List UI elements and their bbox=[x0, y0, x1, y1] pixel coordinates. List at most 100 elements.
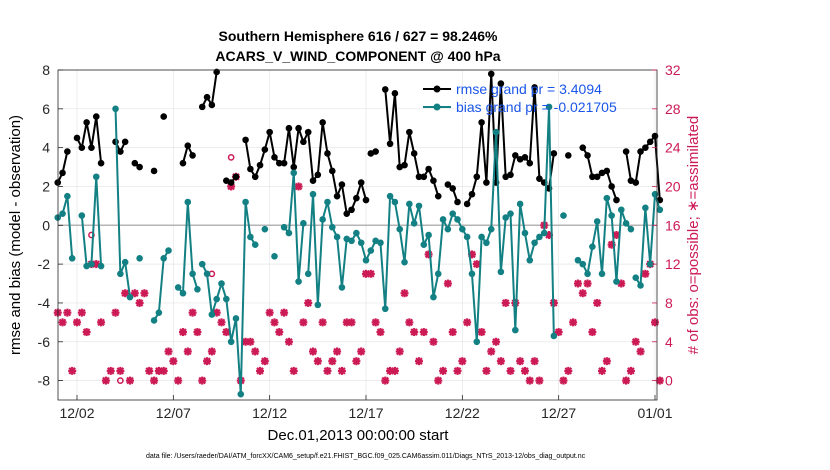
obs-assimilated-marker bbox=[203, 357, 212, 366]
series-rmse-point bbox=[271, 154, 278, 161]
series-bias-point bbox=[487, 225, 495, 233]
chart-title-line-2: ACARS_V_WIND_COMPONENT @ 400 hPa bbox=[215, 48, 500, 64]
obs-assimilated-stroke bbox=[473, 260, 481, 268]
obs-assimilated-stroke bbox=[622, 376, 630, 385]
obs-assimilated-stroke bbox=[328, 357, 337, 365]
series-bias-line bbox=[153, 250, 170, 321]
obs-assimilated-stroke bbox=[222, 328, 231, 336]
obs-assimilated-stroke bbox=[420, 328, 428, 336]
obs-assimilated-marker bbox=[299, 318, 308, 327]
series-bias-point bbox=[531, 239, 538, 247]
series-rmse-point bbox=[324, 150, 331, 157]
obs-assimilated-marker bbox=[251, 347, 260, 356]
obs-assimilated-marker bbox=[400, 289, 409, 298]
series-bias-point bbox=[589, 243, 596, 250]
obs-assimilated-marker bbox=[193, 328, 202, 337]
obs-assimilated-stroke bbox=[289, 367, 298, 375]
obs-assimilated-stroke bbox=[448, 328, 457, 336]
series-rmse-point bbox=[357, 179, 365, 186]
obs-assimilated-marker bbox=[376, 328, 385, 337]
series-bias-point bbox=[386, 192, 394, 200]
obs-assimilated-marker bbox=[458, 357, 467, 366]
series-bias-point bbox=[521, 229, 529, 237]
series-bias-point bbox=[632, 274, 640, 282]
series-rmse-point bbox=[415, 173, 423, 181]
obs-assimilated-stroke bbox=[265, 308, 274, 317]
obs-assimilated-stroke bbox=[405, 318, 414, 327]
series-bias-point bbox=[295, 278, 302, 285]
series-rmse-point bbox=[208, 101, 216, 109]
obs-assimilated-marker bbox=[309, 347, 318, 356]
obs-assimilated-stroke bbox=[395, 347, 404, 356]
obs-assimilated-stroke bbox=[285, 337, 293, 346]
obs-assimilated-marker bbox=[463, 318, 472, 327]
obs-assimilated-marker bbox=[651, 318, 659, 327]
series-bias-point bbox=[579, 260, 587, 268]
series-bias-point bbox=[444, 225, 452, 233]
obs-assimilated-stroke bbox=[559, 376, 568, 385]
series-rmse-point bbox=[468, 190, 476, 198]
obs-assimilated-stroke bbox=[376, 328, 385, 336]
y-tick-label: -4 bbox=[38, 295, 51, 311]
series-bias-point bbox=[613, 278, 620, 285]
series-rmse-point bbox=[593, 173, 601, 181]
series-bias-point bbox=[502, 214, 509, 221]
obs-assimilated-stroke bbox=[569, 318, 577, 327]
obs-assimilated-marker bbox=[178, 328, 187, 337]
obs-assimilated-stroke bbox=[574, 279, 582, 288]
series-bias-point bbox=[473, 338, 481, 346]
obs-assimilated-marker bbox=[333, 347, 342, 356]
obs-assimilated-stroke bbox=[135, 299, 144, 307]
series-bias-point bbox=[603, 194, 611, 202]
obs-assimilated-stroke bbox=[492, 337, 500, 346]
obs-assimilated-stroke bbox=[410, 328, 418, 336]
obs-assimilated-marker bbox=[125, 376, 134, 385]
obs-assimilated-marker bbox=[578, 289, 587, 298]
series-bias-point bbox=[646, 260, 654, 268]
series-rmse-point bbox=[290, 163, 298, 171]
series-bias-point bbox=[68, 254, 76, 262]
obs-assimilated-marker bbox=[169, 357, 178, 366]
y-tick-label: 0 bbox=[42, 217, 50, 233]
series-bias-point bbox=[304, 270, 312, 278]
x-tick-label: 12/07 bbox=[156, 405, 191, 421]
series-rmse-point bbox=[497, 80, 505, 87]
series-bias-point bbox=[64, 192, 71, 200]
series-bias-point bbox=[430, 293, 437, 301]
obs-assimilated-marker bbox=[265, 308, 274, 317]
obs-assimilated-marker bbox=[260, 357, 269, 366]
series-bias-point bbox=[401, 258, 408, 266]
series-rmse-point bbox=[83, 119, 90, 126]
obs-assimilated-marker bbox=[443, 279, 452, 288]
obs-assimilated-stroke bbox=[588, 328, 597, 336]
obs-assimilated-marker bbox=[207, 347, 216, 356]
obs-assimilated-stroke bbox=[439, 367, 447, 375]
obs-assimilated-stroke bbox=[521, 367, 529, 375]
obs-assimilated-stroke bbox=[251, 347, 259, 356]
series-bias-point bbox=[642, 204, 649, 212]
series-bias-point bbox=[381, 305, 389, 313]
series-bias-point bbox=[160, 254, 167, 262]
series-rmse-point bbox=[473, 173, 481, 181]
series-bias-point bbox=[247, 233, 254, 241]
obs-assimilated-stroke bbox=[116, 367, 125, 375]
x-tick-label: 12/17 bbox=[348, 405, 383, 421]
series-rmse-point bbox=[189, 152, 196, 159]
series-bias-point bbox=[550, 332, 558, 340]
series-bias-point bbox=[203, 270, 211, 278]
obs-assimilated-stroke bbox=[140, 289, 149, 298]
obs-assimilated-stroke bbox=[280, 308, 288, 317]
obs-assimilated-stroke bbox=[429, 337, 438, 346]
obs-assimilated-stroke bbox=[357, 347, 365, 356]
y2-tick-label: 24 bbox=[665, 140, 681, 156]
obs-assimilated-stroke bbox=[525, 376, 534, 385]
series-rmse-point bbox=[333, 192, 341, 200]
obs-assimilated-stroke bbox=[174, 376, 182, 385]
y2-axis-label: # of obs: o=possible; ∗=assimilated bbox=[685, 116, 702, 355]
series-bias-point bbox=[117, 270, 124, 278]
obs-assimilated-stroke bbox=[530, 357, 539, 365]
series-rmse-point bbox=[536, 175, 543, 183]
legend-rmse-marker bbox=[433, 85, 441, 93]
obs-assimilated-marker bbox=[58, 318, 67, 327]
obs-assimilated-marker bbox=[588, 328, 597, 337]
